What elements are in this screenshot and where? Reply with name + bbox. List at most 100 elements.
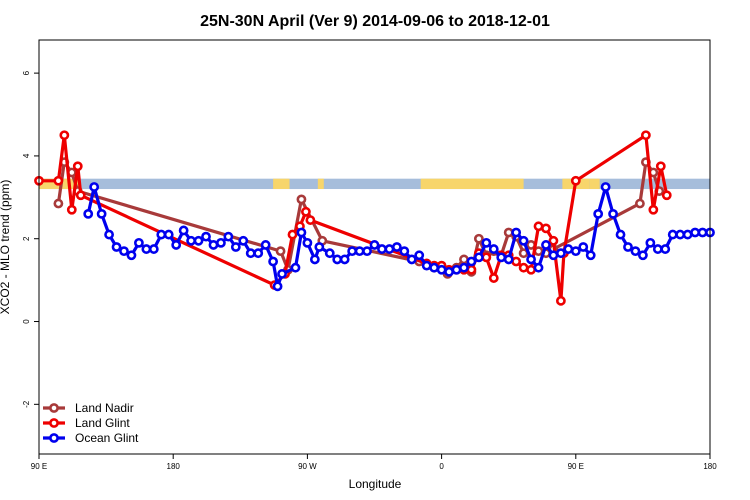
point-land-nadir [53, 198, 64, 209]
point-ocean-glint [436, 264, 447, 275]
point-ocean-glint [186, 235, 196, 246]
point-ocean-glint [645, 237, 656, 248]
point-ocean-glint [391, 242, 402, 252]
x-axis: 90 E 180 90 W 0 90 E 180 [31, 454, 717, 471]
y-tick-label: -2 [22, 400, 31, 408]
point-ocean-glint [253, 248, 264, 259]
point-land-glint [548, 235, 559, 246]
series-layer [34, 130, 715, 306]
point-land-nadir [473, 233, 484, 244]
legend-label: Land Nadir [75, 401, 134, 415]
point-land-glint [555, 295, 566, 306]
point-land-glint [287, 229, 298, 240]
point-land-glint [640, 130, 651, 141]
point-ocean-glint [638, 250, 648, 261]
point-ocean-glint [608, 208, 618, 219]
land-segment-3 [420, 178, 524, 190]
point-ocean-glint [193, 235, 204, 246]
y-tick-label: 2 [22, 236, 31, 241]
point-ocean-glint [682, 229, 693, 240]
point-ocean-glint [332, 254, 343, 265]
point-ocean-glint [377, 244, 387, 254]
point-ocean-glint [347, 246, 358, 257]
point-ocean-glint [148, 244, 159, 254]
point-land-glint [301, 206, 311, 217]
point-ocean-glint [615, 229, 626, 240]
point-land-glint [53, 175, 64, 186]
point-ocean-glint [459, 262, 469, 273]
x-tick-label: 90 E [31, 462, 47, 471]
point-land-nadir [503, 227, 514, 238]
point-ocean-glint [652, 244, 663, 254]
point-ocean-glint [230, 242, 241, 252]
point-ocean-glint [526, 254, 536, 265]
point-ocean-glint [421, 260, 432, 271]
legend-swatch-marker [49, 418, 59, 428]
point-ocean-glint [324, 248, 335, 259]
point-ocean-glint [503, 254, 514, 265]
point-ocean-glint [126, 250, 137, 261]
point-land-glint [661, 190, 672, 201]
point-land-glint [488, 273, 499, 283]
point-ocean-glint [223, 231, 234, 242]
legend-item-land-nadir: Land Nadir [43, 401, 134, 415]
x-axis-label: Longitude [349, 477, 402, 491]
series-land-glint [34, 130, 672, 306]
point-land-glint [526, 264, 536, 275]
point-ocean-glint [399, 246, 410, 257]
point-ocean-glint [481, 237, 492, 248]
point-ocean-glint [414, 250, 425, 261]
point-ocean-glint [675, 229, 686, 240]
point-ocean-glint [290, 262, 301, 273]
point-ocean-glint [600, 182, 611, 192]
point-land-glint [541, 223, 551, 234]
point-ocean-glint [429, 262, 440, 273]
point-land-glint [59, 130, 70, 141]
point-ocean-glint [156, 229, 167, 240]
point-ocean-glint [384, 244, 395, 254]
point-ocean-glint [369, 240, 380, 250]
point-ocean-glint [630, 246, 641, 257]
point-ocean-glint [548, 250, 559, 261]
point-land-glint [466, 264, 477, 275]
series-line-land-glint [39, 133, 669, 303]
point-ocean-glint [163, 229, 174, 240]
point-land-glint [648, 204, 659, 215]
point-ocean-glint [104, 229, 114, 240]
point-land-glint [66, 204, 77, 215]
point-ocean-glint [83, 208, 94, 219]
legend-swatch-marker [49, 403, 59, 413]
point-ocean-glint [511, 227, 522, 238]
point-land-glint [481, 252, 492, 263]
point-ocean-glint [466, 256, 477, 267]
point-ocean-glint [208, 240, 219, 250]
y-tick-label: 0 [22, 319, 31, 324]
point-ocean-glint [134, 237, 144, 248]
point-land-glint [533, 221, 544, 232]
point-land-nadir [635, 198, 645, 209]
point-ocean-glint [238, 235, 249, 246]
point-land-glint [72, 161, 83, 172]
point-land-nadir [459, 254, 469, 265]
point-ocean-glint [111, 242, 122, 252]
series-ocean-glint [83, 182, 715, 292]
series-land-nadir [53, 157, 665, 279]
point-ocean-glint [488, 244, 499, 254]
legend-label: Land Glint [75, 416, 130, 430]
point-ocean-glint [339, 254, 350, 265]
legend-item-land-glint: Land Glint [43, 416, 130, 430]
point-ocean-glint [245, 248, 256, 259]
point-land-glint [305, 215, 316, 225]
point-ocean-glint [623, 242, 633, 252]
point-ocean-glint [496, 252, 507, 263]
point-land-glint [655, 161, 666, 172]
x-tick-label: 90 E [568, 462, 584, 471]
point-ocean-glint [272, 281, 283, 292]
x-tick-label: 180 [167, 462, 181, 471]
point-ocean-glint [171, 240, 182, 250]
point-ocean-glint [119, 246, 129, 257]
point-ocean-glint [302, 237, 313, 248]
point-ocean-glint [660, 244, 671, 254]
point-ocean-glint [89, 182, 100, 192]
